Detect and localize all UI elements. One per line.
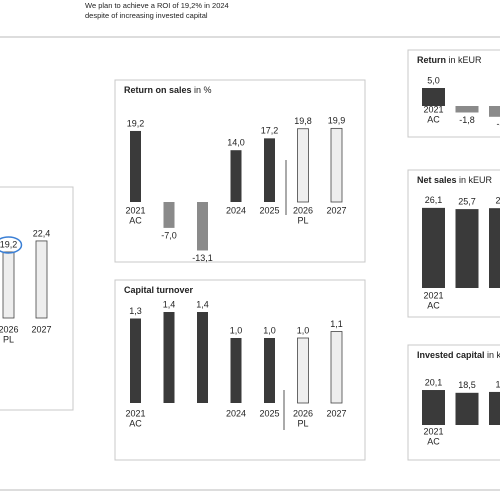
bar [422, 207, 445, 288]
category-label: 2027 [31, 324, 51, 334]
value-label: 19,8 [294, 116, 312, 126]
category-label: 2025 [259, 408, 279, 418]
category-note: AC [427, 114, 440, 124]
bar [297, 128, 309, 203]
bar [2, 251, 15, 319]
category-label: 2026 [0, 324, 19, 334]
header-line: We plan to achieve a ROI of 19,2% in 202… [85, 1, 229, 10]
category-note: AC [427, 300, 440, 310]
title-unit: in kEUR [449, 55, 483, 65]
category-label: 2027 [326, 205, 346, 215]
value-label: -13,1 [192, 253, 213, 263]
value-label: 1,4 [196, 299, 209, 309]
bar [264, 338, 275, 403]
card-title: Invested capital in kEUR [417, 350, 500, 360]
card-title: Return on sales in % [124, 85, 212, 95]
card [407, 344, 500, 461]
category-note: PL [297, 215, 308, 225]
value-label: 1,0 [263, 325, 276, 335]
bar [330, 127, 343, 203]
bar [264, 138, 275, 202]
card-title: Return in kEUR [417, 55, 482, 65]
category-note: AC [129, 418, 142, 428]
value-label: 1,3 [129, 306, 142, 316]
bar [455, 106, 479, 113]
value-label: 19 [495, 379, 500, 389]
category-label: 2021 [125, 205, 145, 215]
card [407, 169, 500, 318]
title-text: Return [417, 55, 446, 65]
bar [163, 202, 175, 228]
value-label: 25,7 [458, 196, 476, 206]
bar [489, 208, 500, 288]
title-unit: in kEUR [459, 175, 493, 185]
value-label: 1,0 [297, 325, 310, 335]
category-label: 2021 [423, 104, 443, 114]
value-label: 26 [495, 196, 500, 206]
bar [130, 318, 141, 403]
title-text: Net sales [417, 175, 457, 185]
bar [330, 331, 343, 404]
bar [455, 392, 479, 425]
value-label: 18,5 [458, 380, 476, 390]
category-label: 2026 [293, 205, 313, 215]
category-label: 2024 [226, 205, 246, 215]
header-line: despite of increasing invested capital [85, 11, 208, 20]
title-text: Return on sales [124, 85, 192, 95]
category-label: 2024 [226, 408, 246, 418]
value-label: 1,4 [163, 299, 176, 309]
bar [489, 391, 500, 425]
bar [422, 390, 445, 425]
bar [489, 106, 500, 117]
bar [197, 202, 208, 251]
bar [130, 130, 141, 202]
category-note: PL [3, 334, 14, 344]
category-note: PL [297, 418, 308, 428]
category-label: 2021 [125, 408, 145, 418]
value-label: 26,1 [425, 195, 443, 205]
value-label: -3 [496, 119, 500, 129]
bar [197, 312, 208, 403]
value-label: 17,2 [261, 126, 279, 136]
card-title: Capital turnover [124, 285, 194, 295]
value-label: 1,1 [330, 319, 343, 329]
card-title: Net sales in kEUR [417, 175, 493, 185]
value-label: 1,0 [230, 325, 243, 335]
bar [230, 150, 242, 202]
category-note: AC [427, 436, 440, 446]
value-label: 14,0 [227, 138, 245, 148]
value-label: -1,8 [459, 115, 475, 125]
value-label: 19,2 [0, 239, 17, 249]
bar [163, 312, 175, 403]
value-label: 19,2 [127, 118, 145, 128]
value-label: 20,1 [425, 377, 443, 387]
bar [422, 88, 445, 106]
category-note: AC [129, 215, 142, 225]
category-label: 2026 [293, 408, 313, 418]
bar [230, 338, 242, 403]
value-label: 19,9 [328, 116, 346, 126]
category-label: 2021 [423, 426, 443, 436]
bar [297, 337, 309, 404]
category-label: 2027 [326, 408, 346, 418]
title-text: Invested capital [417, 350, 485, 360]
title-unit: in % [194, 85, 212, 95]
bar [455, 209, 479, 288]
title-unit: in kEUR [487, 350, 500, 360]
value-label: 5,0 [427, 75, 440, 85]
value-label: -7,0 [161, 230, 177, 240]
category-label: 2021 [423, 290, 443, 300]
value-label: 22,4 [33, 228, 51, 238]
category-label: 2025 [259, 205, 279, 215]
highlight-ring [0, 236, 23, 254]
bar [35, 240, 48, 319]
title-text: Capital turnover [124, 285, 194, 295]
